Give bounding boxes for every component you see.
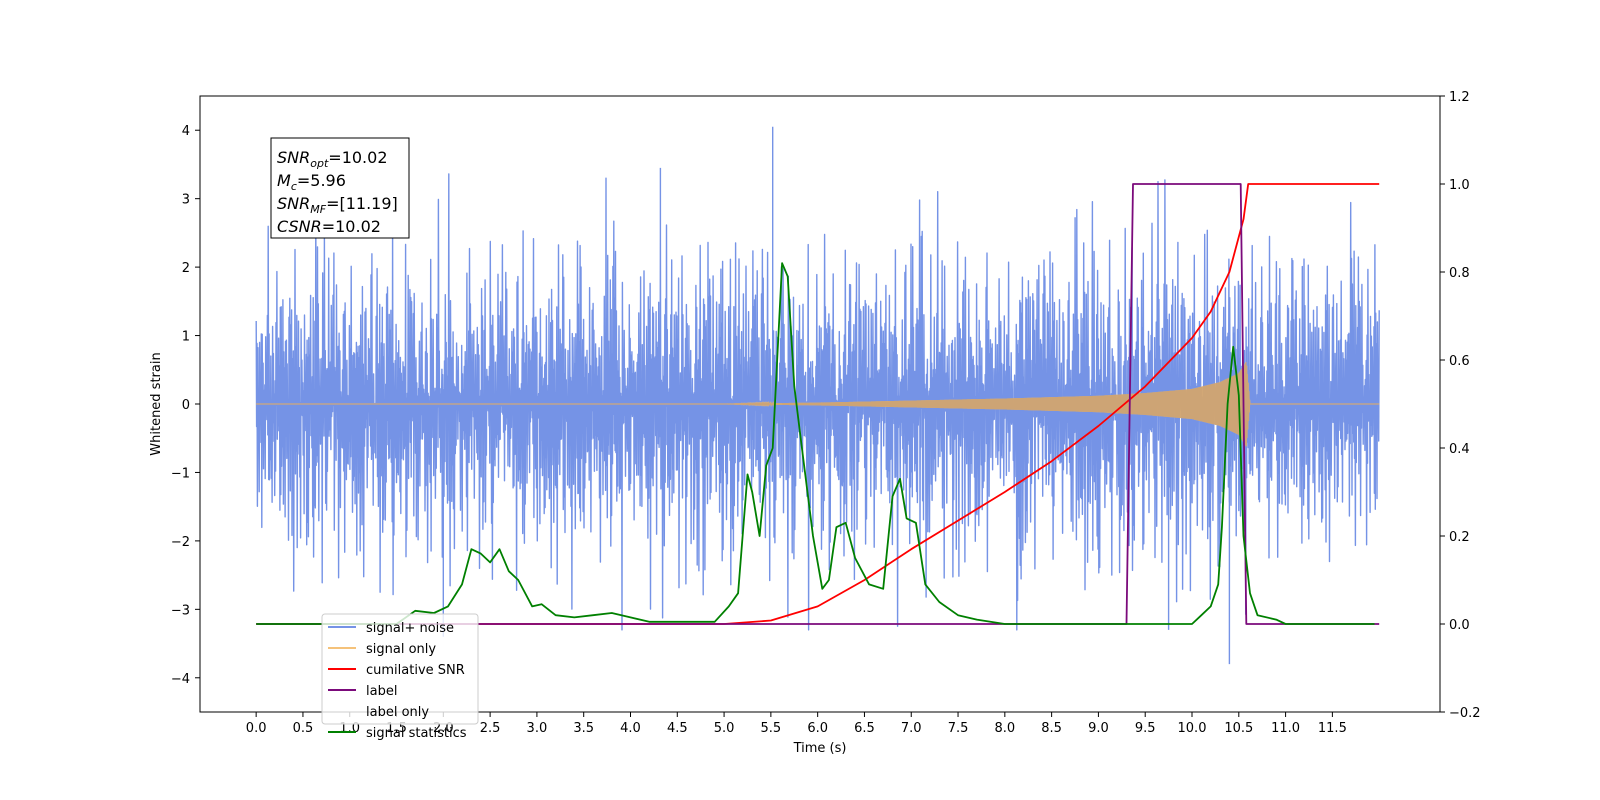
series-cumulative-snr-line [256, 183, 1380, 625]
x-tick-label: 3.5 [573, 721, 594, 736]
y-right-tick-label: 0.8 [1449, 266, 1470, 281]
x-tick-label: 1.5 [386, 721, 407, 736]
y-left-tick-label: −3 [171, 603, 190, 618]
series-signal-only-overlay [256, 362, 1380, 447]
x-tick-label: 7.5 [948, 721, 969, 736]
legend-label: signal+ noise [366, 621, 454, 636]
y-left-tick-label: 4 [182, 124, 190, 139]
annotation-line: SNRopt=10.02 [277, 148, 388, 170]
legend: signal+ noise signal only cumilative SNR la… [321, 613, 479, 741]
x-tick-label: 5.5 [761, 721, 782, 736]
legend-label: label only [366, 705, 429, 720]
series-label-line [256, 183, 1380, 625]
x-tick-label: 4.5 [667, 721, 688, 736]
series-signal-noise-line [255, 126, 1380, 665]
annotation-line: SNRMF=[11.19] [277, 194, 398, 216]
series-layer [255, 126, 1380, 665]
y-left-tick-label: −1 [171, 466, 190, 481]
x-tick-label: 11.0 [1271, 721, 1300, 736]
y-right-tick-label: 0.4 [1449, 442, 1470, 457]
y-right-tick-label: 0.6 [1449, 354, 1470, 369]
annotation-line: CSNR=10.02 [277, 217, 381, 236]
y-right-tick-label: 1.0 [1449, 178, 1470, 193]
y-axis-right: −0.2 0.0 0.2 0.4 0.6 0.8 1.0 1.2 [1440, 90, 1481, 721]
x-tick-label: 4.0 [620, 721, 641, 736]
x-tick-label: 2.5 [480, 721, 501, 736]
x-axis-label: Time (s) [793, 741, 847, 756]
x-tick-label: 6.5 [854, 721, 875, 736]
legend-frame [321, 613, 479, 725]
annotation-box: SNRopt=10.02Mc=5.96SNRMF=[11.19]CSNR=10.… [270, 137, 410, 239]
legend-label: signal statistics [366, 726, 467, 741]
y-left-tick-label: 2 [182, 261, 190, 276]
y-right-tick-label: 1.2 [1449, 90, 1470, 105]
plot-area [255, 126, 1380, 665]
x-tick-label: 2.0 [433, 721, 454, 736]
x-tick-label: 11.5 [1318, 721, 1347, 736]
series-signal-statistics-line [256, 262, 1375, 625]
legend-label: cumilative SNR [366, 663, 465, 678]
y-right-tick-label: −0.2 [1449, 706, 1481, 721]
x-tick-label: 0.5 [293, 721, 314, 736]
x-tick-label: 10.0 [1178, 721, 1207, 736]
annotation-line: Mc=5.96 [277, 171, 346, 193]
x-tick-label: 7.0 [901, 721, 922, 736]
y-right-tick-label: 0.0 [1449, 618, 1470, 633]
x-tick-label: 0.0 [246, 721, 267, 736]
y-left-tick-label: −4 [171, 672, 190, 687]
x-tick-label: 9.0 [1088, 721, 1109, 736]
legend-label: label [366, 684, 397, 699]
y-left-tick-label: 3 [182, 193, 190, 208]
x-tick-label: 5.0 [714, 721, 735, 736]
legend-label: signal only [366, 642, 436, 657]
x-tick-label: 8.5 [1041, 721, 1062, 736]
x-tick-label: 8.0 [994, 721, 1015, 736]
y-axis-left-label: Whitened strain [149, 352, 164, 455]
y-left-tick-label: 1 [182, 330, 190, 345]
x-tick-label: 9.5 [1135, 721, 1156, 736]
y-right-tick-label: 0.2 [1449, 530, 1470, 545]
x-tick-label: 6.0 [807, 721, 828, 736]
x-tick-label: 3.0 [527, 721, 548, 736]
x-tick-label: 10.5 [1224, 721, 1253, 736]
y-left-tick-label: 0 [182, 398, 190, 413]
y-axis-left: −4 −3 −2 −1 0 1 2 3 4 [171, 124, 200, 687]
y-left-tick-label: −2 [171, 535, 190, 550]
x-axis: 0.0 0.5 1.0 1.5 2.0 2.5 3.0 3.5 4.0 4.5 5.0 5.5 6.0 6… [246, 712, 1347, 736]
